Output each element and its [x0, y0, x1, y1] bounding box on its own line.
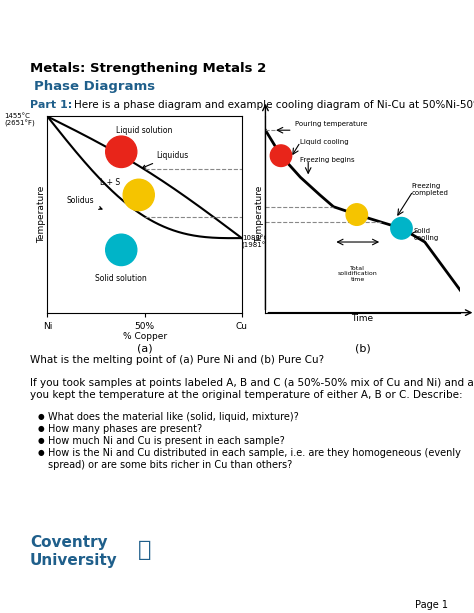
- Text: 🌿: 🌿: [138, 540, 151, 560]
- Text: Total
solidification
time: Total solidification time: [338, 265, 378, 282]
- Text: (a): (a): [137, 344, 152, 354]
- Circle shape: [391, 218, 412, 239]
- Text: ●: ●: [38, 412, 45, 421]
- Text: ●: ●: [38, 448, 45, 457]
- Text: Liquid solution: Liquid solution: [117, 126, 173, 135]
- Text: Metals: Strengthening Metals 2: Metals: Strengthening Metals 2: [30, 62, 266, 75]
- Text: ●: ●: [38, 424, 45, 433]
- Text: Liquid cooling: Liquid cooling: [301, 139, 349, 145]
- Text: Pouring temperature: Pouring temperature: [294, 121, 367, 128]
- Text: (b): (b): [355, 344, 371, 354]
- Text: 1455°C
(2651°F): 1455°C (2651°F): [5, 113, 36, 127]
- Text: Coventry: Coventry: [30, 535, 108, 550]
- Text: L + S: L + S: [100, 178, 119, 187]
- Text: How many phases are present?: How many phases are present?: [48, 424, 202, 434]
- Text: Solid solution: Solid solution: [95, 274, 147, 283]
- Circle shape: [270, 145, 292, 167]
- Text: What is the melting point of (a) Pure Ni and (b) Pure Cu?: What is the melting point of (a) Pure Ni…: [30, 355, 324, 365]
- Text: Freezing
completed: Freezing completed: [411, 183, 448, 196]
- Text: If you took samples at points labeled A, B and C (a 50%-50% mix of Cu and Ni) an: If you took samples at points labeled A,…: [30, 378, 474, 400]
- Text: Part 1:: Part 1:: [30, 100, 72, 110]
- Circle shape: [123, 179, 155, 211]
- X-axis label: % Copper: % Copper: [122, 332, 167, 341]
- Text: Solid
cooling: Solid cooling: [413, 227, 438, 241]
- Text: Page 1: Page 1: [415, 600, 448, 610]
- Text: How is the Ni and Cu distributed in each sample, i.e. are they homogeneous (even: How is the Ni and Cu distributed in each…: [48, 448, 461, 470]
- Y-axis label: Temperature: Temperature: [255, 186, 264, 243]
- X-axis label: Time: Time: [352, 314, 374, 323]
- Circle shape: [106, 234, 137, 265]
- Text: 1083°C
(1981°F): 1083°C (1981°F): [242, 235, 273, 249]
- Text: Phase Diagrams: Phase Diagrams: [34, 80, 155, 93]
- Text: University: University: [30, 553, 118, 568]
- Text: How much Ni and Cu is present in each sample?: How much Ni and Cu is present in each sa…: [48, 436, 285, 446]
- Text: Here is a phase diagram and example cooling diagram of Ni-Cu at 50%Ni-50%Cu.: Here is a phase diagram and example cool…: [74, 100, 474, 110]
- Text: ●: ●: [38, 436, 45, 445]
- Text: What does the material like (solid, liquid, mixture)?: What does the material like (solid, liqu…: [48, 412, 299, 422]
- Y-axis label: Temperature: Temperature: [37, 186, 46, 243]
- Text: Freezing begins: Freezing begins: [301, 157, 355, 162]
- Circle shape: [346, 204, 367, 226]
- Circle shape: [106, 136, 137, 167]
- Text: Liquidus: Liquidus: [143, 151, 189, 168]
- Text: Solidus: Solidus: [67, 196, 102, 209]
